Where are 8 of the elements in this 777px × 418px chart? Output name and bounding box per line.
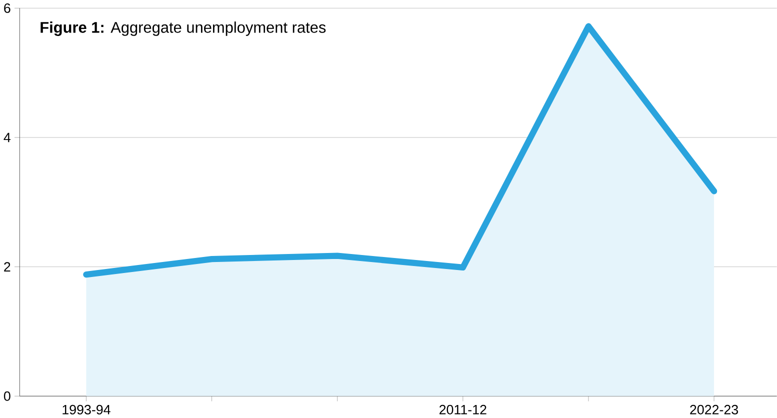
y-tick-label: 4: [4, 132, 10, 142]
y-tick-label: 0: [4, 391, 10, 401]
x-tick-label: 2011-12: [440, 404, 486, 414]
x-tick-label: 1993-94: [62, 404, 110, 414]
y-tick-label: 6: [4, 4, 10, 13]
y-tick-label: 2: [4, 262, 10, 272]
x-tick-label: 2022-23: [690, 404, 738, 414]
text: Figure 1: Aggregate unemployment rates: [40, 22, 326, 36]
